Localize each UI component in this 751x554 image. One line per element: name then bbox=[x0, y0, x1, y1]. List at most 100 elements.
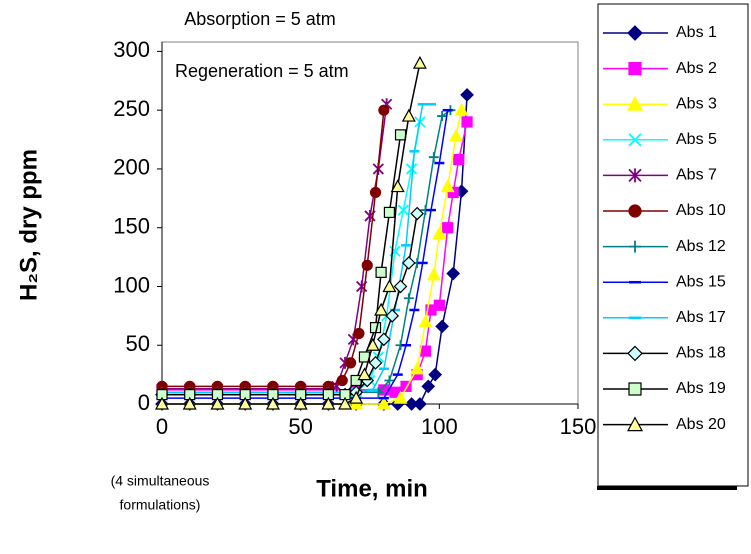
data-point bbox=[446, 266, 461, 281]
data-point bbox=[419, 345, 432, 357]
data-point bbox=[368, 356, 383, 370]
data-point bbox=[384, 375, 395, 386]
data-point bbox=[405, 163, 418, 175]
legend-label: Abs 17 bbox=[676, 309, 726, 326]
data-point bbox=[182, 396, 197, 410]
data-point bbox=[353, 327, 365, 340]
legend-label: Abs 3 bbox=[676, 95, 717, 112]
data-point bbox=[428, 152, 439, 163]
legend-marker bbox=[629, 240, 641, 253]
annotation: (4 simultaneous bbox=[111, 473, 210, 489]
y-tick-label: 50 bbox=[126, 331, 150, 356]
data-point bbox=[421, 379, 436, 394]
data-point bbox=[401, 108, 416, 122]
data-point bbox=[374, 302, 389, 316]
legend-label: Abs 5 bbox=[676, 131, 717, 148]
data-point bbox=[460, 88, 474, 102]
data-point bbox=[401, 256, 416, 270]
data-point bbox=[440, 179, 455, 193]
data-point bbox=[400, 380, 412, 392]
data-point bbox=[338, 396, 353, 410]
y-tick-label: 100 bbox=[113, 272, 150, 297]
data-point bbox=[336, 374, 348, 387]
x-tick-label: 100 bbox=[421, 414, 458, 439]
data-point bbox=[426, 267, 441, 281]
data-point bbox=[349, 390, 364, 404]
legend-marker bbox=[628, 133, 642, 147]
y-tick-label: 200 bbox=[113, 155, 150, 180]
data-point bbox=[393, 279, 408, 294]
x-axis-label: Time, min bbox=[316, 475, 428, 502]
data-point bbox=[397, 204, 409, 216]
data-point bbox=[383, 206, 396, 219]
data-point bbox=[265, 396, 280, 410]
data-point bbox=[375, 266, 387, 278]
legend-label: Abs 7 bbox=[676, 167, 717, 184]
data-point bbox=[453, 153, 465, 166]
data-point bbox=[442, 222, 454, 234]
data-point bbox=[382, 279, 397, 293]
data-point bbox=[344, 357, 357, 369]
y-axis-label: H₂S, dry ppm bbox=[15, 149, 42, 301]
data-point bbox=[357, 367, 372, 381]
data-point bbox=[373, 387, 384, 398]
data-point bbox=[410, 361, 425, 375]
data-point bbox=[437, 111, 448, 122]
data-point bbox=[365, 337, 380, 351]
annotation: formulations) bbox=[120, 497, 201, 513]
data-point bbox=[447, 186, 459, 199]
data-point bbox=[448, 128, 463, 142]
legend-box bbox=[597, 3, 749, 487]
legend-marker bbox=[626, 416, 644, 432]
x-tick-label: 150 bbox=[560, 414, 597, 439]
x-tick-label: 0 bbox=[156, 414, 168, 439]
legend-marker bbox=[628, 382, 642, 396]
data-point bbox=[378, 104, 390, 116]
data-point bbox=[394, 129, 407, 141]
data-point bbox=[293, 396, 308, 410]
legend-label: Abs 1 bbox=[676, 24, 717, 41]
data-point bbox=[321, 396, 336, 410]
legend-marker bbox=[628, 204, 642, 218]
data-point bbox=[403, 293, 414, 304]
legend-label: Abs 12 bbox=[676, 238, 726, 255]
data-point bbox=[238, 396, 253, 410]
legend-marker bbox=[627, 25, 643, 41]
data-point bbox=[410, 206, 424, 221]
legend-marker bbox=[628, 168, 642, 183]
data-point bbox=[435, 319, 449, 334]
y-tick-label: 150 bbox=[113, 214, 150, 239]
data-point bbox=[369, 186, 382, 199]
data-point bbox=[390, 179, 405, 193]
legend-label: Abs 19 bbox=[676, 380, 726, 397]
chart-title: Absorption = 5 atm bbox=[184, 9, 336, 29]
data-point bbox=[377, 332, 391, 347]
data-point bbox=[433, 299, 445, 311]
chart-subtitle: Regeneration = 5 atm bbox=[175, 61, 349, 81]
data-point bbox=[454, 102, 469, 116]
data-point bbox=[432, 226, 447, 240]
data-point bbox=[376, 396, 391, 410]
legend-label: Abs 2 bbox=[676, 60, 717, 77]
data-point bbox=[154, 396, 170, 410]
legend-label: Abs 15 bbox=[676, 273, 726, 290]
data-point bbox=[418, 314, 433, 328]
y-tick-label: 0 bbox=[138, 390, 150, 415]
data-point bbox=[461, 116, 473, 128]
legend-marker bbox=[626, 95, 644, 111]
series-line bbox=[162, 110, 449, 399]
y-tick-label: 300 bbox=[113, 37, 150, 62]
data-point bbox=[413, 397, 427, 411]
data-point bbox=[393, 390, 408, 404]
legend-label: Abs 18 bbox=[676, 345, 726, 362]
data-point bbox=[412, 55, 427, 69]
data-point bbox=[385, 309, 400, 323]
y-tick-label: 250 bbox=[113, 96, 150, 121]
data-point bbox=[350, 374, 362, 387]
data-point bbox=[428, 367, 443, 382]
x-tick-label: 50 bbox=[288, 414, 312, 439]
legend-label: Abs 10 bbox=[676, 202, 726, 219]
legend-marker bbox=[628, 61, 642, 76]
